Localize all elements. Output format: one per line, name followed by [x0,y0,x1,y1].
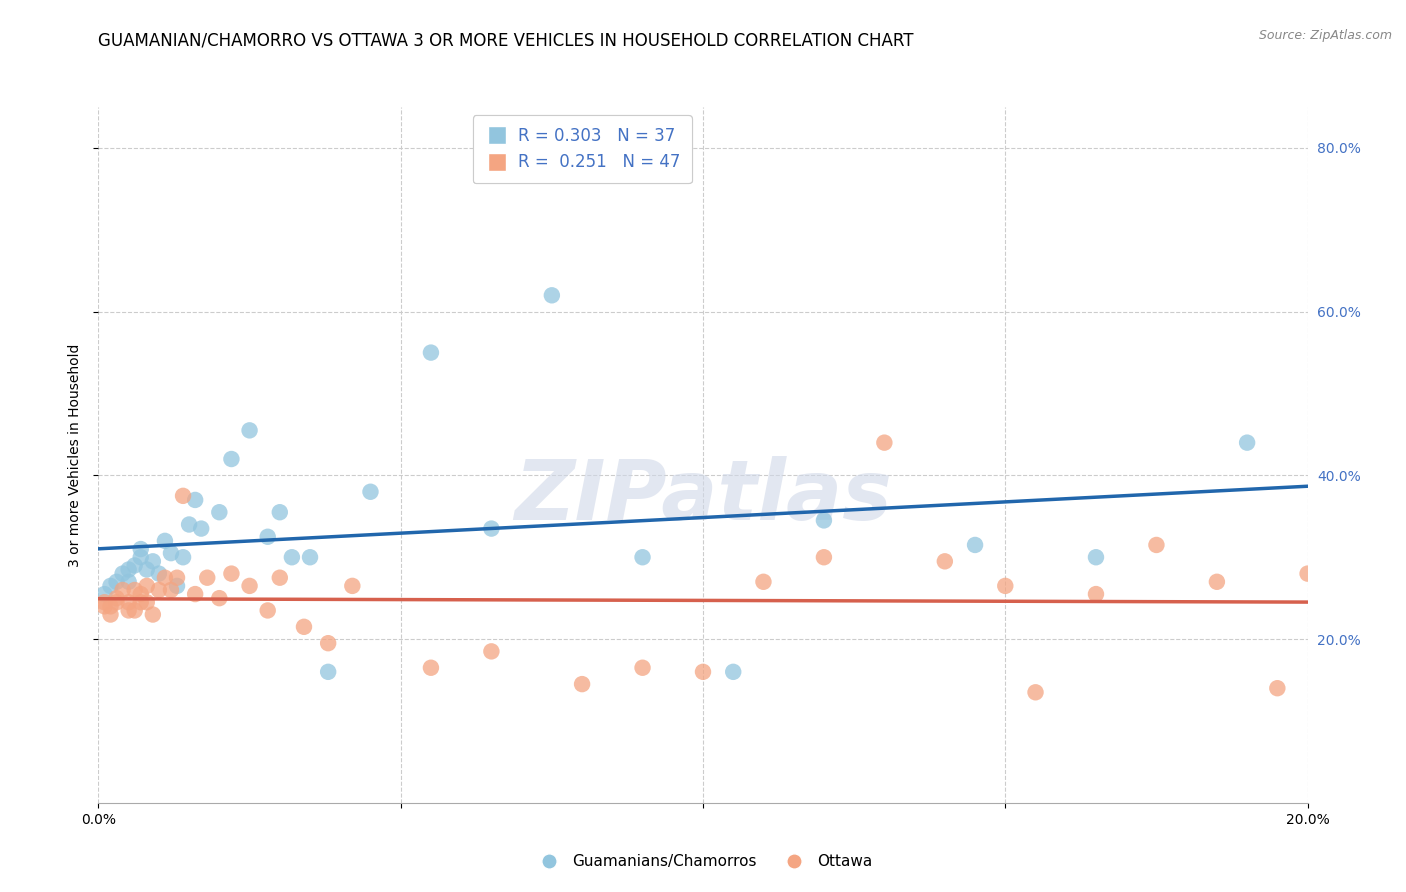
Legend: R = 0.303   N = 37, R =  0.251   N = 47: R = 0.303 N = 37, R = 0.251 N = 47 [472,115,692,183]
Point [1206,574,1229,589]
Point [148,566,170,581]
Text: ZIPatlas: ZIPatlas [515,456,891,537]
Point [118,574,141,589]
Point [160,546,183,560]
Point [1024,685,1046,699]
Point [135,579,157,593]
Point [994,579,1017,593]
Point [118,562,141,576]
Point [195,571,218,585]
Point [118,603,141,617]
Point [100,607,122,622]
Point [752,574,775,589]
Point [100,579,122,593]
Point [481,644,503,658]
Point [124,558,146,573]
Point [153,533,176,548]
Point [190,522,212,536]
Point [571,677,593,691]
Legend: Guamanians/Chamorros, Ottawa: Guamanians/Chamorros, Ottawa [527,848,879,875]
Point [934,554,956,568]
Point [208,505,231,519]
Point [166,571,188,585]
Point [1085,550,1108,565]
Point [221,452,243,467]
Point [105,595,128,609]
Point [481,522,503,536]
Point [1144,538,1167,552]
Y-axis label: 3 or more Vehicles in Household: 3 or more Vehicles in Household [69,343,83,566]
Point [269,505,291,519]
Point [813,550,835,565]
Point [124,603,146,617]
Point [360,484,382,499]
Point [135,562,157,576]
Point [239,423,262,437]
Point [93,599,115,614]
Point [172,550,194,565]
Point [269,571,291,585]
Point [105,591,128,606]
Point [179,517,201,532]
Point [1085,587,1108,601]
Point [135,595,157,609]
Point [299,550,322,565]
Point [813,513,835,527]
Point [111,582,134,597]
Point [540,288,562,302]
Point [420,345,443,359]
Point [631,661,654,675]
Point [239,579,262,593]
Point [256,530,278,544]
Point [316,636,339,650]
Point [93,595,115,609]
Point [184,492,207,507]
Point [420,661,443,675]
Point [153,571,176,585]
Point [342,579,364,593]
Point [1267,681,1289,696]
Point [208,591,231,606]
Point [965,538,987,552]
Point [256,603,278,617]
Point [1236,435,1258,450]
Point [148,582,170,597]
Point [129,595,152,609]
Point [129,550,152,565]
Point [105,574,128,589]
Text: Source: ZipAtlas.com: Source: ZipAtlas.com [1258,29,1392,42]
Point [100,599,122,614]
Point [129,587,152,601]
Point [631,550,654,565]
Point [166,579,188,593]
Point [692,665,714,679]
Point [160,582,183,597]
Text: GUAMANIAN/CHAMORRO VS OTTAWA 3 OR MORE VEHICLES IN HOUSEHOLD CORRELATION CHART: GUAMANIAN/CHAMORRO VS OTTAWA 3 OR MORE V… [98,31,914,49]
Point [873,435,896,450]
Point [142,607,165,622]
Point [118,595,141,609]
Point [111,566,134,581]
Point [221,566,243,581]
Point [124,582,146,597]
Point [184,587,207,601]
Point [1296,566,1319,581]
Point [93,587,115,601]
Point [316,665,339,679]
Point [292,620,315,634]
Point [281,550,304,565]
Point [172,489,194,503]
Point [129,542,152,557]
Point [723,665,745,679]
Point [142,554,165,568]
